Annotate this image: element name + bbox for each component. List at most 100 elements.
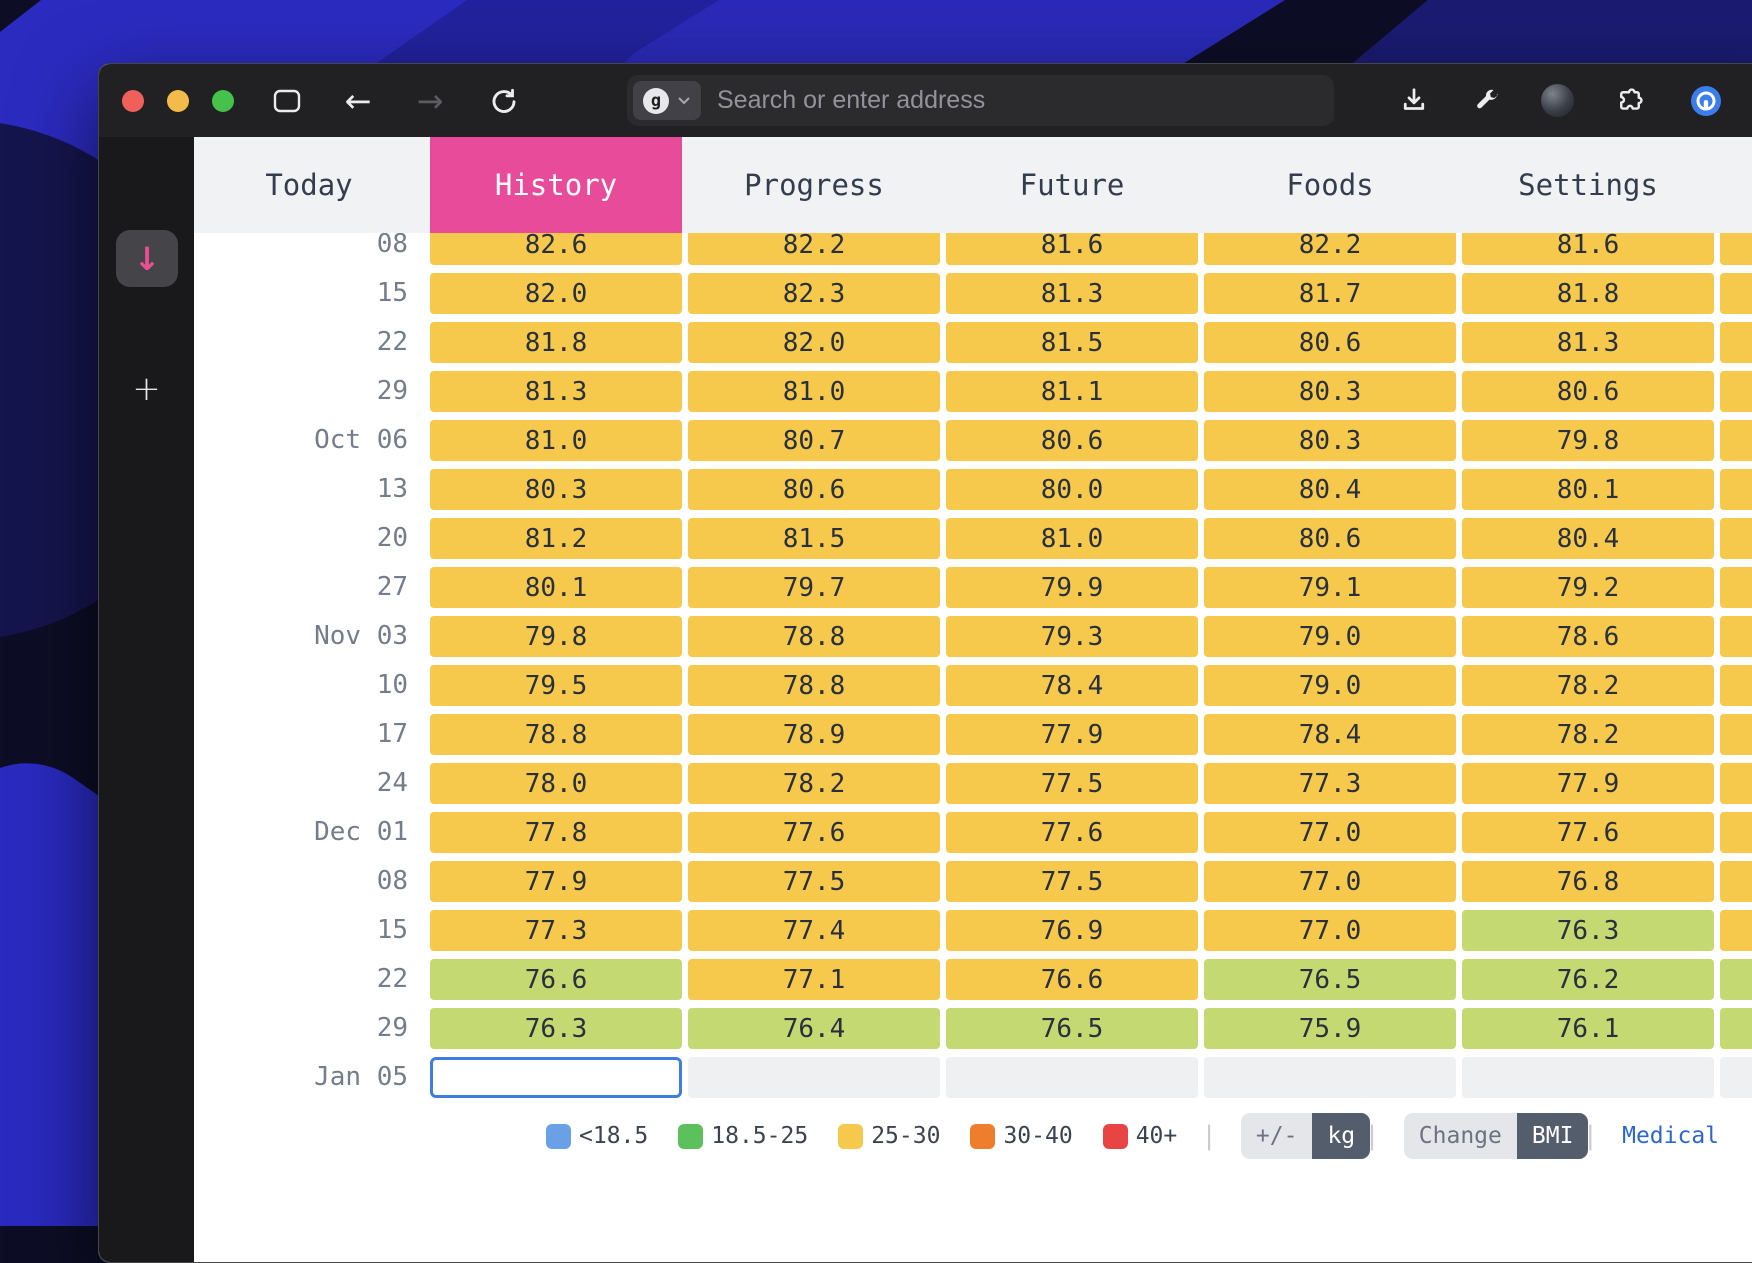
weight-cell-clipped[interactable] <box>1720 469 1752 510</box>
weight-cell[interactable]: 80.1 <box>430 567 682 608</box>
tab-history[interactable]: History <box>430 137 682 233</box>
extensions-puzzle-icon[interactable] <box>1607 64 1653 137</box>
pinned-tab-button[interactable]: ↓ <box>116 230 178 287</box>
search-engine-chip[interactable]: g <box>633 81 701 120</box>
weight-cell[interactable]: 76.2 <box>1462 959 1714 1000</box>
weight-cell[interactable]: 78.0 <box>430 763 682 804</box>
empty-cell[interactable] <box>1462 1057 1714 1098</box>
sidebar-toggle-icon[interactable] <box>264 64 310 137</box>
change-button[interactable]: Change <box>1404 1113 1517 1159</box>
weight-cell[interactable]: 75.9 <box>1204 1008 1456 1049</box>
weight-cell-clipped[interactable] <box>1720 518 1752 559</box>
weight-cell[interactable]: 79.9 <box>946 567 1198 608</box>
empty-cell[interactable] <box>688 1057 940 1098</box>
weight-cell-clipped[interactable] <box>1720 371 1752 412</box>
address-bar[interactable]: g <box>627 75 1334 126</box>
weight-cell[interactable]: 80.1 <box>1462 469 1714 510</box>
weight-cell-clipped[interactable] <box>1720 665 1752 706</box>
weight-cell[interactable]: 77.5 <box>688 861 940 902</box>
weight-cell[interactable]: 77.5 <box>946 861 1198 902</box>
forward-icon[interactable]: → <box>407 64 453 137</box>
weight-cell-clipped[interactable] <box>1720 420 1752 461</box>
weight-cell[interactable]: 80.6 <box>946 420 1198 461</box>
minimize-button[interactable] <box>167 90 189 112</box>
weight-cell[interactable]: 79.7 <box>688 567 940 608</box>
weight-cell[interactable]: 81.0 <box>946 518 1198 559</box>
kg-button[interactable]: kg <box>1312 1113 1370 1159</box>
weight-cell[interactable]: 77.0 <box>1204 861 1456 902</box>
weight-cell[interactable]: 77.9 <box>430 861 682 902</box>
weight-cell[interactable]: 76.9 <box>946 910 1198 951</box>
weight-cell[interactable]: 78.4 <box>1204 714 1456 755</box>
weight-cell[interactable]: 76.6 <box>946 959 1198 1000</box>
weight-cell[interactable]: 81.7 <box>1204 273 1456 314</box>
weight-cell[interactable]: 78.2 <box>688 763 940 804</box>
weight-cell[interactable]: 76.8 <box>1462 861 1714 902</box>
weight-cell[interactable]: 81.2 <box>430 518 682 559</box>
weight-cell[interactable]: 80.3 <box>1204 371 1456 412</box>
weight-cell[interactable]: 80.3 <box>1204 420 1456 461</box>
tab-settings[interactable]: Settings <box>1462 137 1714 233</box>
weight-cell[interactable]: 77.6 <box>946 812 1198 853</box>
plus-minus-button[interactable]: +/- <box>1241 1113 1313 1159</box>
weight-cell[interactable]: 80.6 <box>1204 518 1456 559</box>
empty-cell[interactable] <box>1204 1057 1456 1098</box>
weight-cell[interactable]: 77.4 <box>688 910 940 951</box>
weight-cell[interactable]: 80.6 <box>1462 371 1714 412</box>
weight-cell-clipped[interactable] <box>1720 910 1752 951</box>
medical-link[interactable]: Medical <box>1622 1123 1719 1149</box>
weight-cell[interactable]: 80.0 <box>946 469 1198 510</box>
weight-cell[interactable]: 77.0 <box>1204 812 1456 853</box>
weight-cell[interactable]: 79.3 <box>946 616 1198 657</box>
new-weight-input[interactable] <box>430 1057 682 1098</box>
weight-cell[interactable]: 77.9 <box>946 714 1198 755</box>
profile-avatar[interactable] <box>1541 84 1574 117</box>
weight-cell[interactable]: 76.5 <box>946 1008 1198 1049</box>
weight-cell[interactable]: 78.4 <box>946 665 1198 706</box>
weight-cell[interactable]: 78.8 <box>688 616 940 657</box>
weight-cell[interactable]: 80.6 <box>688 469 940 510</box>
weight-cell[interactable]: 79.8 <box>430 616 682 657</box>
weight-cell-clipped[interactable] <box>1720 616 1752 657</box>
weight-cell[interactable]: 77.3 <box>430 910 682 951</box>
weight-cell[interactable]: 81.3 <box>430 371 682 412</box>
weight-cell[interactable]: 82.0 <box>430 273 682 314</box>
weight-cell-clipped[interactable] <box>1720 861 1752 902</box>
empty-cell[interactable] <box>1720 1057 1752 1098</box>
weight-cell[interactable]: 80.4 <box>1204 469 1456 510</box>
weight-cell-clipped[interactable] <box>1720 1008 1752 1049</box>
weight-cell[interactable]: 81.5 <box>946 322 1198 363</box>
download-icon[interactable] <box>1391 64 1437 137</box>
close-button[interactable] <box>122 90 144 112</box>
weight-cell[interactable]: 81.3 <box>1462 322 1714 363</box>
weight-cell[interactable]: 79.2 <box>1462 567 1714 608</box>
weight-cell-clipped[interactable] <box>1720 273 1752 314</box>
empty-cell[interactable] <box>946 1057 1198 1098</box>
weight-cell-clipped[interactable] <box>1720 812 1752 853</box>
weight-cell[interactable]: 78.8 <box>688 665 940 706</box>
weight-cell[interactable]: 77.0 <box>1204 910 1456 951</box>
weight-cell[interactable]: 79.0 <box>1204 616 1456 657</box>
weight-cell[interactable]: 81.8 <box>430 322 682 363</box>
weight-cell[interactable]: 77.1 <box>688 959 940 1000</box>
weight-cell[interactable]: 80.3 <box>430 469 682 510</box>
new-tab-button[interactable]: + <box>99 369 194 409</box>
weight-cell[interactable]: 81.1 <box>946 371 1198 412</box>
weight-cell[interactable]: 76.3 <box>430 1008 682 1049</box>
zoom-button[interactable] <box>212 90 234 112</box>
weight-cell[interactable]: 81.0 <box>430 420 682 461</box>
tab-foods[interactable]: Foods <box>1204 137 1456 233</box>
weight-cell[interactable]: 79.5 <box>430 665 682 706</box>
weight-cell[interactable]: 77.9 <box>1462 763 1714 804</box>
tab-progress[interactable]: Progress <box>688 137 940 233</box>
weight-cell[interactable]: 81.3 <box>946 273 1198 314</box>
weight-cell[interactable]: 80.6 <box>1204 322 1456 363</box>
reload-icon[interactable] <box>481 64 527 137</box>
weight-cell-clipped[interactable] <box>1720 322 1752 363</box>
weight-cell[interactable]: 78.2 <box>1462 665 1714 706</box>
weight-cell[interactable]: 79.8 <box>1462 420 1714 461</box>
weight-cell[interactable]: 79.1 <box>1204 567 1456 608</box>
weight-cell[interactable]: 78.2 <box>1462 714 1714 755</box>
weight-cell[interactable]: 78.6 <box>1462 616 1714 657</box>
weight-cell[interactable]: 76.4 <box>688 1008 940 1049</box>
